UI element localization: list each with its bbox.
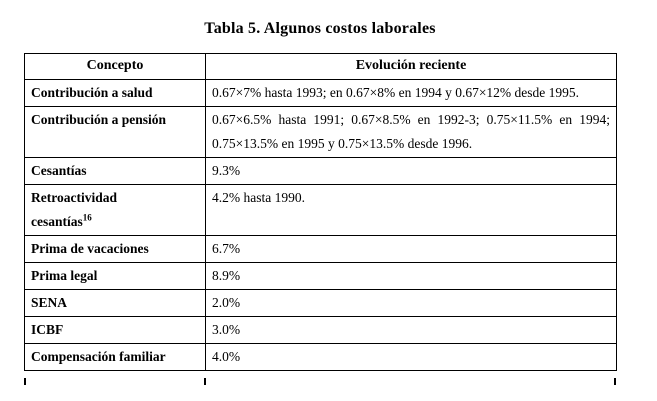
header-concepto: Concepto (24, 53, 206, 80)
table-continuation-right-border (614, 378, 616, 385)
concept-cell: Compensación familiar (24, 343, 206, 371)
value-cell: 4.0% (205, 343, 617, 371)
table-row: Retroactividad cesantías16 4.2% hasta 19… (24, 184, 617, 236)
value-cell: 6.7% (205, 235, 617, 263)
concept-text-line-2: cesantías16 (31, 210, 199, 234)
value-cell: 0.67×7% hasta 1993; en 0.67×8% en 1994 y… (205, 79, 617, 107)
header-evolucion-reciente: Evolución reciente (205, 53, 617, 80)
footnote-ref: 16 (82, 212, 92, 223)
table-row: Contribución a salud 0.67×7% hasta 1993;… (24, 79, 617, 107)
concept-cell: Prima de vacaciones (24, 235, 206, 263)
concept-cell: SENA (24, 289, 206, 317)
table-row: Prima de vacaciones 6.7% (24, 235, 617, 263)
value-text: 4.2% hasta 1990. (212, 190, 305, 205)
concept-text: Prima de vacaciones (31, 241, 149, 256)
value-text: 3.0% (212, 322, 241, 337)
labor-costs-table: Concepto Evolución reciente Contribución… (24, 53, 617, 371)
table-row: ICBF 3.0% (24, 316, 617, 344)
concept-text: Prima legal (31, 268, 98, 283)
value-cell: 3.0% (205, 316, 617, 344)
value-text: 0.67×7% hasta 1993; en 0.67×8% en 1994 y… (212, 85, 580, 100)
table-row: Compensación familiar 4.0% (24, 343, 617, 371)
table-continuation-left-border (24, 378, 26, 385)
value-cell: 2.0% (205, 289, 617, 317)
concept-cell: Retroactividad cesantías16 (24, 184, 206, 236)
value-text: 4.0% (212, 349, 241, 364)
concept-cell: Cesantías (24, 157, 206, 185)
value-cell: 0.67×6.5% hasta 1991; 0.67×8.5% en 1992-… (205, 106, 617, 158)
table-continuation-column-divider (204, 378, 206, 385)
value-text-line-1: 0.67×6.5% hasta 1991; 0.67×8.5% en 1992-… (212, 112, 610, 127)
table-row: Cesantías 9.3% (24, 157, 617, 185)
concept-text: Cesantías (31, 163, 87, 178)
concept-text: Contribución a pensión (31, 112, 167, 127)
concept-text: Compensación familiar (31, 349, 166, 364)
concept-cell: Prima legal (24, 262, 206, 290)
value-text: 2.0% (212, 295, 241, 310)
value-text: 6.7% (212, 241, 241, 256)
table-header-row: Concepto Evolución reciente (24, 53, 617, 80)
value-cell: 4.2% hasta 1990. (205, 184, 617, 236)
table-row: Prima legal 8.9% (24, 262, 617, 290)
value-cell: 8.9% (205, 262, 617, 290)
table-row: SENA 2.0% (24, 289, 617, 317)
concept-text: cesantías (31, 214, 83, 229)
value-text-line-2: 0.75×13.5% en 1995 y 0.75×13.5% desde 19… (212, 136, 473, 151)
value-text: 8.9% (212, 268, 241, 283)
concept-cell: ICBF (24, 316, 206, 344)
concept-cell: Contribución a pensión (24, 106, 206, 158)
value-cell: 9.3% (205, 157, 617, 185)
concept-text: ICBF (31, 322, 64, 337)
table-row: Contribución a pensión 0.67×6.5% hasta 1… (24, 106, 617, 158)
value-text: 9.3% (212, 163, 241, 178)
concept-cell: Contribución a salud (24, 79, 206, 107)
table-title: Tabla 5. Algunos costos laborales (204, 20, 436, 37)
concept-text: SENA (31, 295, 68, 310)
concept-text: Contribución a salud (31, 85, 153, 100)
concept-text-line-1: Retroactividad (31, 190, 117, 205)
